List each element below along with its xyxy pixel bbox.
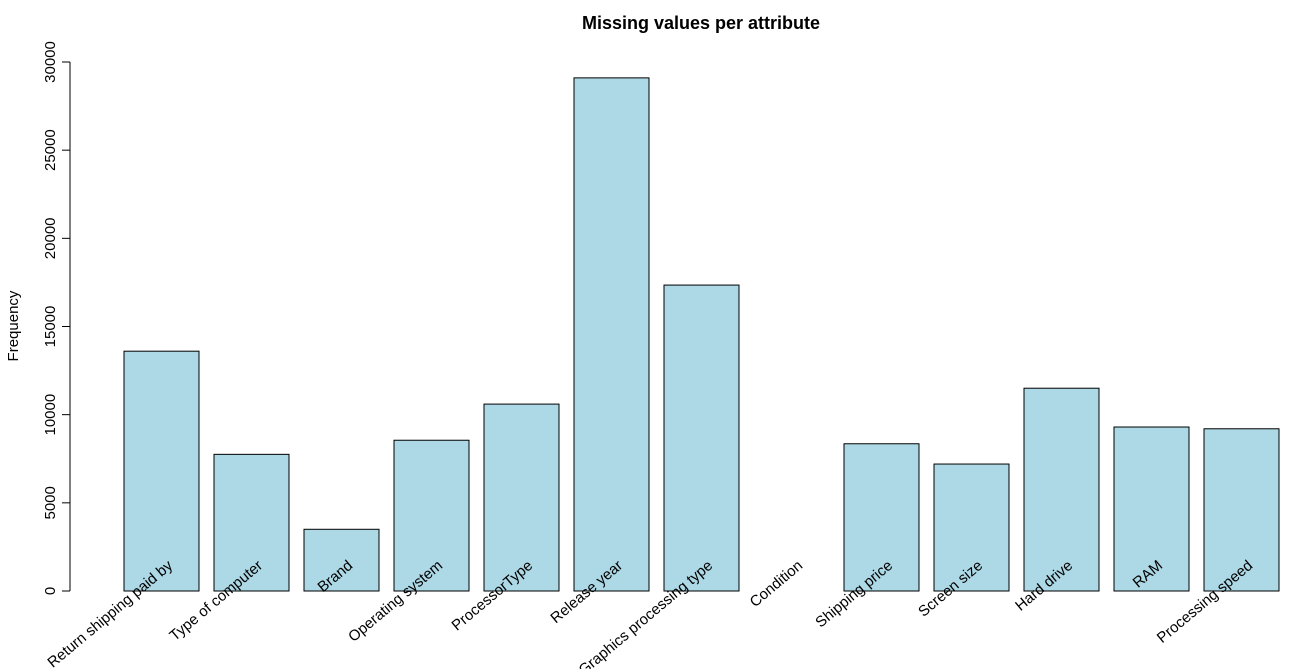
bar (123, 350, 200, 592)
y-tick-label: 0 (42, 587, 59, 595)
y-tick-label: 15000 (42, 306, 59, 348)
y-axis-label: Frequency (5, 290, 22, 361)
bars (123, 77, 1280, 592)
bar (663, 284, 740, 592)
y-tick-label: 5000 (42, 486, 59, 519)
y-tick-label: 20000 (42, 217, 59, 259)
y-axis-ticks: 0 5000 10000 15000 20000 25000 30000 (42, 41, 70, 595)
y-tick-label: 25000 (42, 129, 59, 171)
bar (1023, 387, 1100, 592)
y-tick-label: 30000 (42, 41, 59, 83)
x-category-label: Condition (747, 557, 806, 611)
bar (1113, 426, 1190, 592)
bar (393, 439, 470, 592)
bar (303, 528, 380, 592)
bar (843, 443, 920, 592)
chart-title: Missing values per attribute (582, 13, 820, 33)
bar (483, 403, 560, 592)
bar (573, 77, 650, 592)
y-tick-label: 10000 (42, 394, 59, 436)
x-category-label: Return shipping paid by (44, 557, 176, 669)
bar (933, 463, 1010, 592)
bar (213, 453, 290, 592)
bar (1203, 428, 1280, 592)
